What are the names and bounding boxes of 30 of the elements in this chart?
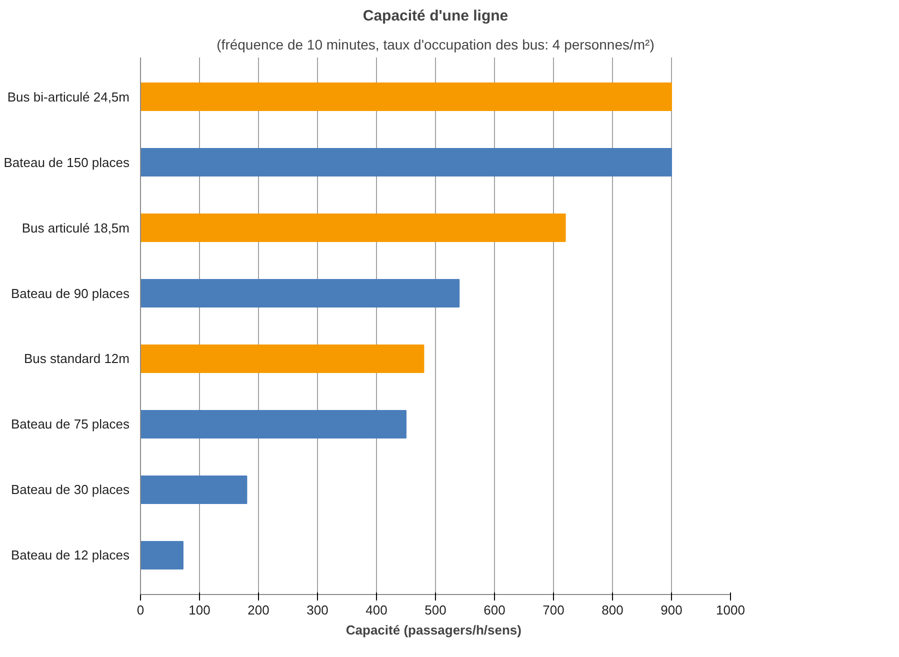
x-tick-label: 400: [366, 602, 388, 618]
bar: [140, 214, 566, 242]
x-tick-label: 100: [188, 602, 210, 618]
x-tick-label: 600: [484, 602, 506, 618]
y-tick-label: Bus bi-articulé 24,5m: [7, 89, 130, 104]
x-tick-label: 700: [542, 602, 564, 618]
y-tick-label: Bateau de 30 places: [10, 482, 130, 498]
bar: [140, 279, 460, 308]
y-tick-label: Bateau de 90 places: [10, 286, 130, 301]
x-tick-label: 900: [660, 602, 682, 618]
bar: [140, 148, 672, 177]
x-tick-label: 1000: [716, 602, 745, 618]
x-axis-title: Capacité (passagers/h/sens): [346, 622, 522, 638]
bar: [140, 82, 672, 112]
y-tick-label: Bus articulé 18,5m: [22, 220, 130, 236]
y-tick-label: Bateau de 150 places: [4, 154, 130, 170]
x-tick-label: 0: [136, 602, 144, 618]
y-tick-label: Bus standard 12m: [24, 351, 130, 366]
chart-title: Capacité d'une ligne: [362, 8, 508, 24]
y-tick-label: Bateau de 12 places: [10, 548, 130, 563]
y-tick-label: Bateau de 75 places: [10, 416, 130, 432]
bar: [140, 540, 184, 570]
bar: [140, 475, 248, 504]
chart-subtitle: (fréquence de 10 minutes, taux d'occupation des bus: 4 personnes/m²): [216, 36, 654, 52]
x-tick-label: 800: [602, 602, 624, 618]
bar: [140, 410, 406, 438]
x-tick-label: 300: [306, 602, 328, 618]
bar: [140, 344, 424, 373]
x-tick-label: 500: [424, 602, 446, 618]
x-tick-label: 200: [248, 602, 270, 618]
